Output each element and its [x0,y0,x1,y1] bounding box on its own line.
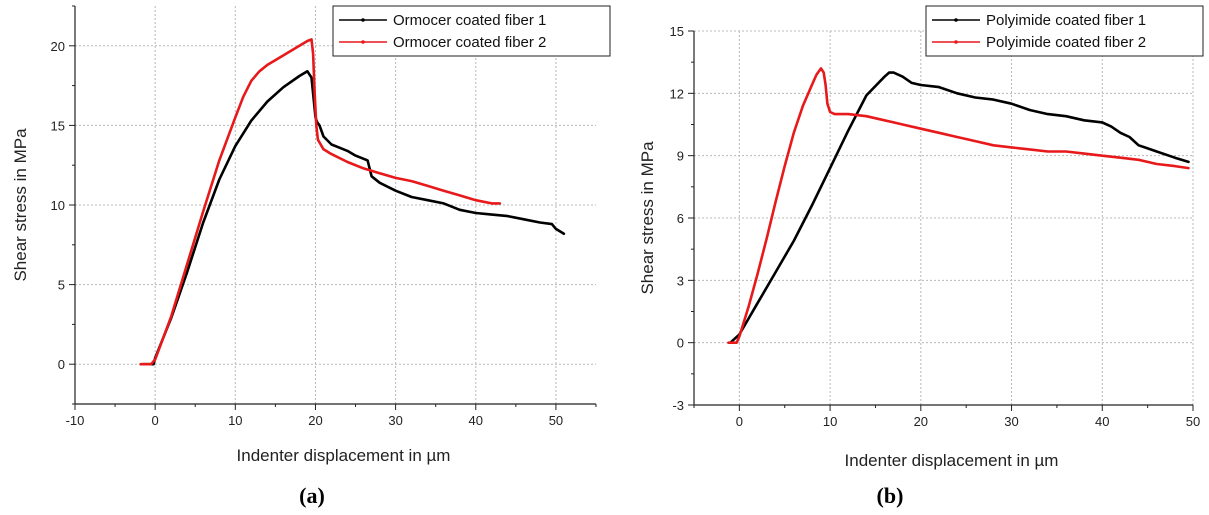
y-tick-label: 0 [58,357,65,372]
legend-box [332,5,611,57]
x-tick-label: 30 [388,413,402,428]
y-tick-label: 9 [677,149,684,164]
y-tick-label: 12 [670,86,684,101]
chart-panel-0: -10 0 10 20 30 40 50 0 5 10 15 20 Indenter displacem… [11,5,611,508]
panel-label: (b) [877,483,904,508]
x-tick-label: 30 [1004,414,1018,429]
x-tick-label: 40 [1095,414,1109,429]
y-tick-label: 15 [51,118,65,133]
legend-marker-2 [954,40,958,44]
y-tick-label: 10 [51,198,65,213]
legend-label-1: Ormocer coated fiber 1 [393,12,546,29]
legend-box [925,5,1204,57]
legend-marker-1 [361,18,365,22]
x-axis-label: Indenter displacement in µm [237,446,451,465]
panel-label: (a) [299,483,325,508]
y-tick-label: 0 [677,336,684,351]
x-tick-label: 20 [914,414,928,429]
series-line-2 [139,38,502,366]
series-line-1 [141,70,566,366]
y-tick-label: 6 [677,211,684,226]
legend: Ormocer coated fiber 1 Ormocer coated fib… [332,5,611,57]
x-axis-label: Indenter displacement in µm [845,451,1059,470]
series-line-2 [727,67,1190,344]
x-tick-label: 0 [152,413,159,428]
x-tick-label: 20 [308,413,322,428]
x-tick-label: 10 [823,414,837,429]
legend-label-2: Ormocer coated fiber 2 [393,34,546,51]
legend-marker-1 [954,18,958,22]
x-tick-label: -10 [66,413,85,428]
legend: Polyimide coated fiber 1 Polyimide coated… [925,5,1204,57]
legend-label-2: Polyimide coated fiber 2 [986,34,1146,51]
x-tick-label: 10 [228,413,242,428]
x-tick-label: 40 [469,413,483,428]
x-tick-label: 50 [1186,414,1200,429]
y-tick-label: -3 [672,398,684,413]
series-line-1 [729,71,1190,344]
y-tick-label: 20 [51,39,65,54]
legend-label-1: Polyimide coated fiber 1 [986,12,1146,29]
y-tick-label: 15 [670,24,684,39]
x-tick-label: 0 [736,414,743,429]
x-tick-label: 50 [549,413,563,428]
y-tick-label: 5 [58,278,65,293]
chart-panel-1: 0 10 20 30 40 50 -3 0 3 6 9 12 15 Indenter displaceme… [638,5,1204,508]
y-axis-label: Shear stress in MPa [638,141,657,295]
legend-marker-2 [361,40,365,44]
y-axis-label: Shear stress in MPa [11,128,30,282]
y-tick-label: 3 [677,273,684,288]
